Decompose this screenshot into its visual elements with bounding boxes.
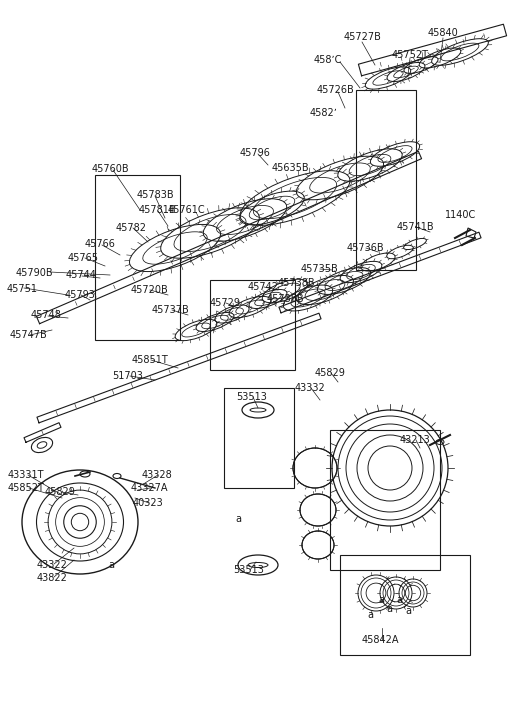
- Text: 45735B: 45735B: [300, 264, 338, 274]
- Text: 45761C: 45761C: [167, 205, 205, 215]
- Text: 45852T: 45852T: [7, 483, 45, 493]
- Text: 43331T: 43331T: [8, 470, 44, 480]
- Text: 45766: 45766: [84, 239, 115, 249]
- Text: 45765: 45765: [67, 253, 98, 263]
- Text: a: a: [378, 595, 384, 605]
- Text: 45720B: 45720B: [130, 285, 168, 295]
- Text: 45742: 45742: [247, 282, 278, 292]
- Text: 43332: 43332: [295, 383, 326, 393]
- Text: 51703: 51703: [113, 371, 143, 381]
- Text: 45751: 45751: [6, 284, 38, 294]
- Text: 45782: 45782: [116, 223, 147, 233]
- Text: 45726B: 45726B: [316, 85, 354, 95]
- Text: 458ʼC: 458ʼC: [314, 55, 342, 65]
- Text: a: a: [367, 610, 373, 620]
- Text: 45736B: 45736B: [346, 243, 384, 253]
- Text: 45840: 45840: [427, 28, 458, 38]
- Text: 45729: 45729: [210, 298, 241, 308]
- Text: 45842A: 45842A: [361, 635, 399, 645]
- Text: 45790B: 45790B: [15, 268, 53, 278]
- Text: 45783B: 45783B: [136, 190, 174, 200]
- Text: 45748: 45748: [31, 310, 62, 320]
- Text: 43328: 43328: [142, 470, 173, 480]
- Text: 45738B: 45738B: [266, 294, 304, 304]
- Text: 45829: 45829: [45, 487, 75, 497]
- Text: 45793: 45793: [65, 290, 96, 300]
- Text: 45760B: 45760B: [91, 164, 129, 174]
- Text: 43822: 43822: [37, 573, 67, 583]
- Text: 45851T: 45851T: [132, 355, 168, 365]
- Text: a: a: [405, 606, 411, 616]
- Text: 45727B: 45727B: [343, 32, 381, 42]
- Text: 43327A: 43327A: [130, 483, 168, 493]
- Text: a: a: [235, 514, 241, 524]
- Text: a: a: [396, 595, 402, 605]
- Text: 45737B: 45737B: [151, 305, 189, 315]
- Text: 45635B: 45635B: [271, 163, 309, 173]
- Text: 43322: 43322: [37, 560, 67, 570]
- Text: 45781B: 45781B: [138, 205, 176, 215]
- Text: 4582ʼ: 4582ʼ: [309, 108, 337, 118]
- Text: 45747B: 45747B: [9, 330, 47, 340]
- Text: 45738B: 45738B: [277, 278, 315, 288]
- Text: 45752T: 45752T: [391, 50, 429, 60]
- Text: 43213: 43213: [400, 435, 430, 445]
- Text: a: a: [386, 604, 392, 614]
- Text: 45741B: 45741B: [396, 222, 434, 232]
- Text: 40323: 40323: [133, 498, 164, 508]
- Text: a: a: [108, 560, 114, 570]
- Text: 45744: 45744: [65, 270, 97, 280]
- Text: 53513: 53513: [237, 392, 268, 402]
- Text: 45796: 45796: [239, 148, 270, 158]
- Text: 45829: 45829: [314, 368, 346, 378]
- Text: 53513: 53513: [234, 565, 264, 575]
- Text: 1140C: 1140C: [446, 210, 477, 220]
